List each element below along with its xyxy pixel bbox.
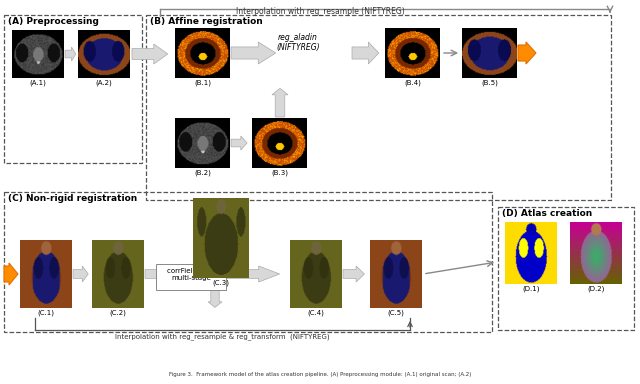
Text: (B.2): (B.2) (194, 170, 211, 177)
Text: (C.2): (C.2) (109, 310, 127, 316)
Text: (B.3): (B.3) (271, 170, 288, 177)
Text: (B.4): (B.4) (404, 80, 421, 86)
FancyArrow shape (231, 42, 276, 64)
Text: (C.5): (C.5) (388, 310, 404, 316)
Text: reg_aladin
(NIFTYREG): reg_aladin (NIFTYREG) (276, 33, 320, 52)
Text: (C.3): (C.3) (212, 280, 230, 286)
Text: (B.5): (B.5) (481, 80, 498, 86)
Text: (A) Preprocessing: (A) Preprocessing (8, 17, 99, 26)
Text: (D.1): (D.1) (522, 286, 540, 293)
Text: (B) Affine registration: (B) Affine registration (150, 17, 263, 26)
FancyArrow shape (226, 266, 280, 282)
FancyArrow shape (518, 42, 536, 64)
Text: (C) Non-rigid registration: (C) Non-rigid registration (8, 194, 137, 203)
Text: corrField with
multi-stage: corrField with multi-stage (168, 268, 214, 281)
Text: (A.2): (A.2) (95, 80, 113, 86)
FancyArrow shape (208, 285, 222, 308)
Text: (D.2): (D.2) (588, 286, 605, 293)
Text: Interpolation with reg_resample & reg_transform  (NIFTYREG): Interpolation with reg_resample & reg_tr… (115, 333, 330, 340)
Text: Interpolation with reg_resample (NIFTYREG): Interpolation with reg_resample (NIFTYRE… (236, 7, 404, 16)
FancyArrow shape (343, 266, 365, 282)
FancyArrow shape (132, 44, 168, 64)
FancyBboxPatch shape (156, 264, 226, 290)
FancyArrow shape (65, 47, 76, 61)
Text: Figure 3.  Framework model of the atlas creation pipeline. (A) Preprocessing mod: Figure 3. Framework model of the atlas c… (169, 372, 471, 377)
FancyArrow shape (4, 263, 18, 285)
FancyArrow shape (231, 136, 247, 150)
Text: (B.1): (B.1) (194, 80, 211, 86)
FancyArrow shape (145, 266, 181, 282)
Text: (C.1): (C.1) (38, 310, 54, 316)
FancyArrow shape (352, 42, 379, 64)
Text: (C.4): (C.4) (308, 310, 324, 316)
Text: (A.1): (A.1) (29, 80, 47, 86)
FancyArrow shape (272, 88, 288, 117)
FancyArrow shape (73, 266, 88, 282)
Text: (D) Atlas creation: (D) Atlas creation (502, 209, 592, 218)
